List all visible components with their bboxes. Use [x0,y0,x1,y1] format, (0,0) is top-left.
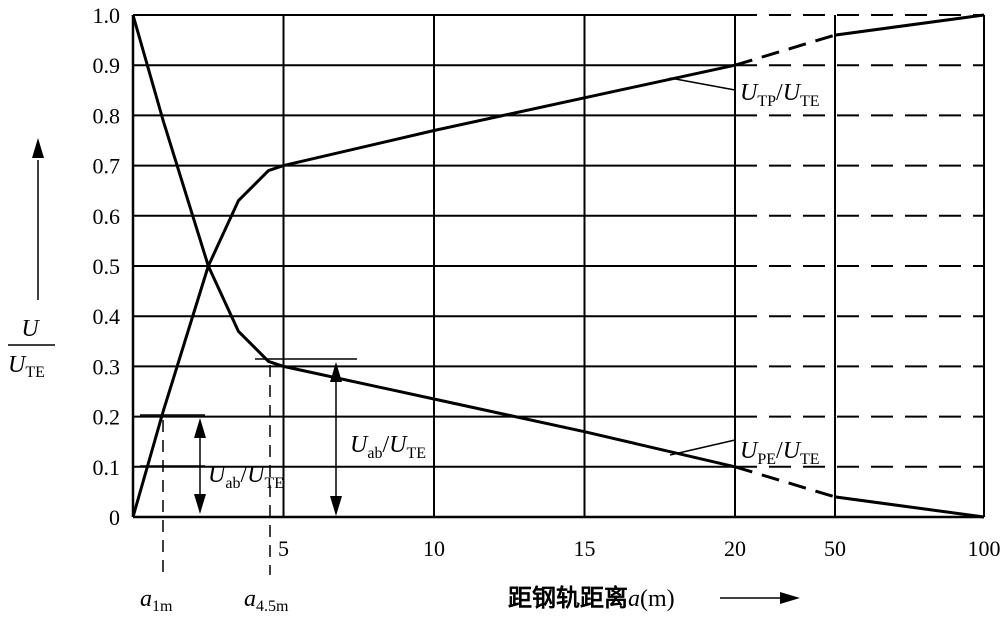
label-a45m: a4.5m [244,586,289,615]
series-line-tail [835,15,984,35]
y-axis-title-denominator: UTE [8,352,45,381]
y-tick-label: 0.6 [93,204,121,229]
x-axis-arrowhead [780,592,800,604]
label-a1m: a1m [140,586,173,615]
series-line-tail [835,497,984,517]
y-tick-label: 0.9 [93,53,121,78]
y-tick-label: 0.8 [93,103,121,128]
leader-line-utp [670,78,735,90]
y-tick-label: 0.4 [93,304,121,329]
arrowhead-down [330,496,342,516]
y-tick-label: 1.0 [93,3,121,28]
label-utp: UTP/UTE [740,80,820,110]
y-tick-label: 0.1 [93,455,121,480]
arrowhead-up [194,418,206,438]
grid [133,15,984,517]
y-tick-label: 0.2 [93,405,121,430]
label-upe: UPE/UTE [740,438,820,468]
series-extrapolation [735,35,835,65]
x-tick-label: 10 [423,536,445,561]
label-uab-right: Uab/UTE [350,432,426,462]
y-axis-arrowhead [32,138,44,158]
x-tick-label: 50 [824,536,846,561]
x-tick-label: 15 [574,536,596,561]
y-axis-title-numerator: U [21,316,40,342]
y-tick-label: 0.3 [93,354,121,379]
arrowhead-up [330,362,342,382]
y-tick-label: 0.5 [93,254,121,279]
x-tick-label: 100 [968,536,1001,561]
y-tick-label: 0 [109,505,120,530]
annotations [8,78,800,604]
leader-line-upe [670,440,735,455]
x-axis-title: 距钢轨距离a(m) [508,584,675,612]
x-tick-label: 5 [278,536,289,561]
y-tick-label: 0.7 [93,154,121,179]
series-extrapolation [735,467,835,497]
x-tick-label: 20 [724,536,746,561]
arrowhead-down [194,494,206,514]
